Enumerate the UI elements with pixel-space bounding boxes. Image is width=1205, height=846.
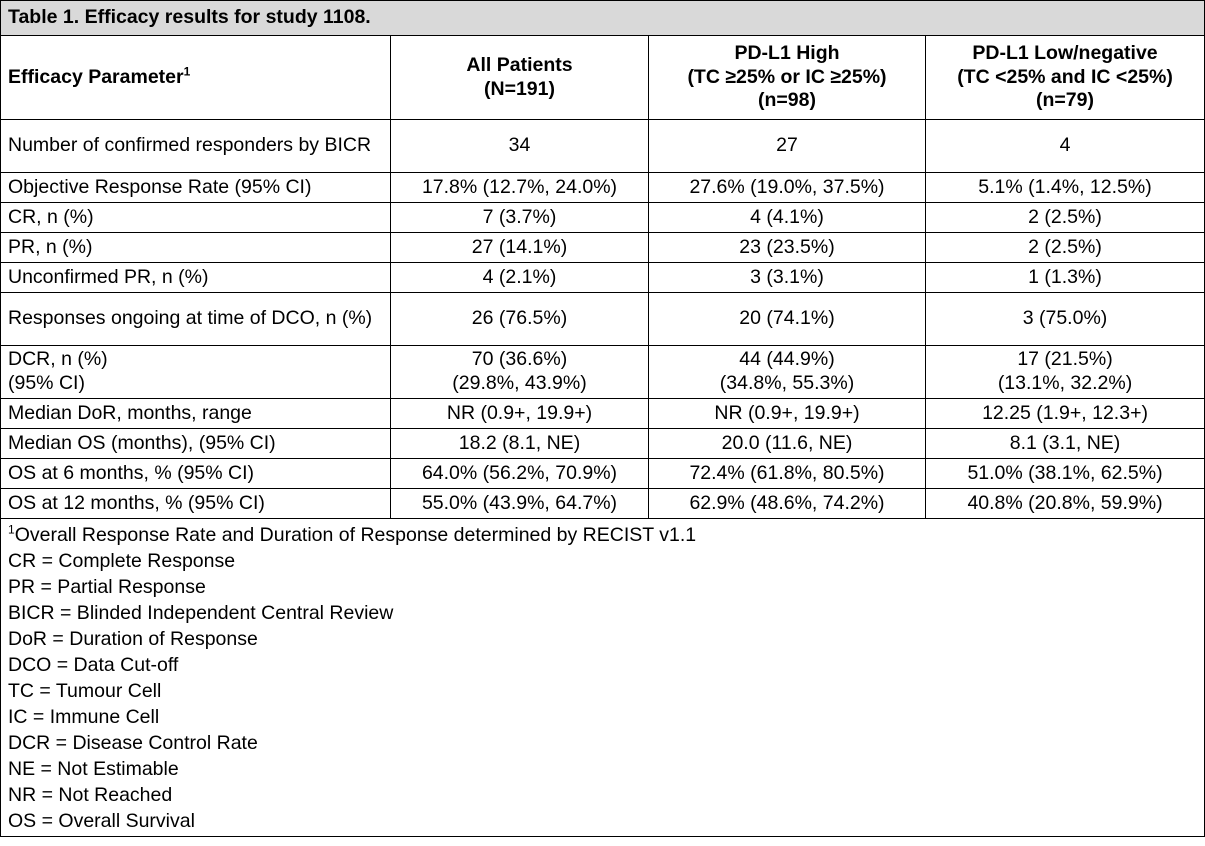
footnote-marker: 1 [8,522,15,537]
row-value-line: (29.8%, 43.9%) [452,372,587,394]
header-all-patients: All Patients (N=191) [390,35,649,120]
row-value-high: NR (0.9+, 19.9+) [648,398,926,429]
row-value-all: NR (0.9+, 19.9+) [390,398,649,429]
footnote-abbreviation: DoR = Duration of Response [8,628,258,650]
header-pdl1-high-title: PD-L1 High [734,41,840,64]
row-value-high: 27 [648,119,926,173]
footnote-abbreviation: OS = Overall Survival [8,810,195,832]
table-row: Responses ongoing at time of DCO, n (%) … [0,292,1205,346]
header-footnote-marker: 1 [183,64,191,79]
row-value-low: 12.25 (1.9+, 12.3+) [924,398,1205,429]
row-parameter: Responses ongoing at time of DCO, n (%) [0,292,391,346]
row-value-line: 70 (36.6%) [471,348,568,371]
row-value-low: 51.0% (38.1%, 62.5%) [924,458,1205,489]
row-value-all: 55.0% (43.9%, 64.7%) [390,488,649,519]
row-value-high: 72.4% (61.8%, 80.5%) [648,458,926,489]
footnote-abbreviation: NR = Not Reached [8,784,173,806]
row-parameter-line: (95% CI) [8,372,85,394]
row-value-all: 34 [390,119,649,173]
row-parameter: Objective Response Rate (95% CI) [0,172,391,203]
row-value-low: 17 (21.5%) (13.1%, 32.2%) [924,345,1205,399]
row-value-all: 70 (36.6%) (29.8%, 43.9%) [390,345,649,399]
row-value-all: 17.8% (12.7%, 24.0%) [390,172,649,203]
table-row: Number of confirmed responders by BICR 3… [0,119,1205,173]
footnotes: 1Overall Response Rate and Duration of R… [0,518,1205,837]
header-efficacy-parameter-label: Efficacy Parameter [8,65,184,88]
row-value-all: 64.0% (56.2%, 70.9%) [390,458,649,489]
footnote-abbreviation: DCR = Disease Control Rate [8,732,258,754]
header-pdl1-low-title: PD-L1 Low/negative [972,41,1158,64]
table-row: PR, n (%) 27 (14.1%) 23 (23.5%) 2 (2.5%) [0,232,1205,263]
row-parameter: DCR, n (%) (95% CI) [0,345,391,399]
row-value-high: 23 (23.5%) [648,232,926,263]
row-parameter: PR, n (%) [0,232,391,263]
table-row: Unconfirmed PR, n (%) 4 (2.1%) 3 (3.1%) … [0,262,1205,293]
row-value-low: 2 (2.5%) [924,232,1205,263]
table-caption-row: Table 1. Efficacy results for study 1108… [0,0,1205,36]
table-header-row: Efficacy Parameter1 All Patients (N=191)… [0,35,1205,120]
footnote-abbreviation: CR = Complete Response [8,550,236,572]
footnote-abbreviation: TC = Tumour Cell [8,680,162,702]
row-value-low: 8.1 (3.1, NE) [924,428,1205,459]
row-parameter: CR, n (%) [0,202,391,233]
row-value-line: (34.8%, 55.3%) [719,372,855,394]
header-efficacy-parameter: Efficacy Parameter1 [0,35,391,120]
row-value-all: 7 (3.7%) [390,202,649,233]
row-value-high: 20.0 (11.6, NE) [648,428,926,459]
header-pdl1-high: PD-L1 High (TC ≥25% or IC ≥25%) (n=98) [648,35,926,120]
row-value-all: 18.2 (8.1, NE) [390,428,649,459]
table-caption: Table 1. Efficacy results for study 1108… [0,0,1205,36]
footnote-abbreviation: IC = Immune Cell [8,706,160,728]
table-row: Median DoR, months, range NR (0.9+, 19.9… [0,398,1205,429]
row-value-all: 4 (2.1%) [390,262,649,293]
row-parameter: Number of confirmed responders by BICR [0,119,391,173]
row-value-line: (13.1%, 32.2%) [997,372,1133,394]
table-row: Median OS (months), (95% CI) 18.2 (8.1, … [0,428,1205,459]
row-value-low: 1 (1.3%) [924,262,1205,293]
header-pdl1-low-criteria: (TC <25% and IC <25%) [957,65,1173,88]
row-parameter: OS at 12 months, % (95% CI) [0,488,391,519]
row-value-high: 44 (44.9%) (34.8%, 55.3%) [648,345,926,399]
row-value-high: 27.6% (19.0%, 37.5%) [648,172,926,203]
row-value-high: 20 (74.1%) [648,292,926,346]
footnote-abbreviation: BICR = Blinded Independent Central Revie… [8,602,394,624]
header-pdl1-high-count: (n=98) [758,89,816,112]
footnote-text: Overall Response Rate and Duration of Re… [14,524,697,546]
header-all-patients-count: (N=191) [484,77,555,100]
row-value-line: 17 (21.5%) [1017,348,1113,371]
footnotes-row: 1Overall Response Rate and Duration of R… [0,518,1205,837]
table-row: CR, n (%) 7 (3.7%) 4 (4.1%) 2 (2.5%) [0,202,1205,233]
row-value-low: 2 (2.5%) [924,202,1205,233]
row-parameter: OS at 6 months, % (95% CI) [0,458,391,489]
row-value-high: 3 (3.1%) [648,262,926,293]
row-value-all: 27 (14.1%) [390,232,649,263]
row-parameter: Median OS (months), (95% CI) [0,428,391,459]
row-value-all: 26 (76.5%) [390,292,649,346]
row-parameter: Unconfirmed PR, n (%) [0,262,391,293]
row-value-low: 3 (75.0%) [924,292,1205,346]
row-value-line: 44 (44.9%) [739,348,835,371]
row-value-high: 62.9% (48.6%, 74.2%) [648,488,926,519]
row-value-low: 40.8% (20.8%, 59.9%) [924,488,1205,519]
table-row: OS at 6 months, % (95% CI) 64.0% (56.2%,… [0,458,1205,489]
row-value-low: 4 [924,119,1205,173]
footnote-abbreviation: NE = Not Estimable [8,758,179,780]
table-row: OS at 12 months, % (95% CI) 55.0% (43.9%… [0,488,1205,519]
footnote-abbreviation: DCO = Data Cut-off [8,654,179,676]
header-pdl1-low-count: (n=79) [1036,89,1094,112]
row-value-high: 4 (4.1%) [648,202,926,233]
footnote-abbreviation: PR = Partial Response [8,576,206,598]
row-parameter-line: DCR, n (%) [8,348,108,371]
header-pdl1-low: PD-L1 Low/negative (TC <25% and IC <25%)… [924,35,1205,120]
header-all-patients-title: All Patients [466,53,573,76]
header-pdl1-high-criteria: (TC ≥25% or IC ≥25%) [687,65,887,88]
footnote-recist: 1Overall Response Rate and Duration of R… [8,522,1197,548]
row-parameter: Median DoR, months, range [0,398,391,429]
row-value-low: 5.1% (1.4%, 12.5%) [924,172,1205,203]
table-row: DCR, n (%) (95% CI) 70 (36.6%) (29.8%, 4… [0,345,1205,399]
table-row: Objective Response Rate (95% CI) 17.8% (… [0,172,1205,203]
